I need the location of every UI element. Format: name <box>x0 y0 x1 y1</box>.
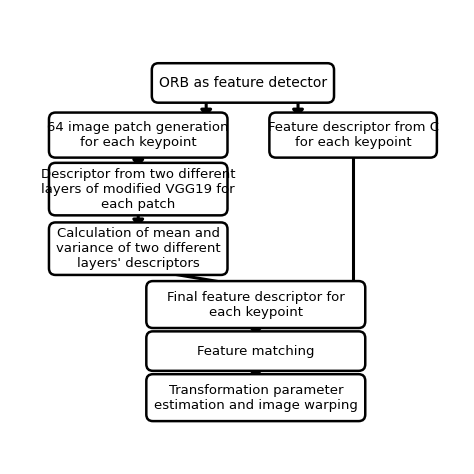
FancyBboxPatch shape <box>146 331 365 371</box>
Text: Descriptor from two different
layers of modified VGG19 for
each patch: Descriptor from two different layers of … <box>41 168 236 210</box>
FancyBboxPatch shape <box>49 163 228 215</box>
Text: 64 image patch generation
for each keypoint: 64 image patch generation for each keypo… <box>47 121 229 149</box>
Text: Calculation of mean and
variance of two different
layers' descriptors: Calculation of mean and variance of two … <box>56 227 220 270</box>
FancyBboxPatch shape <box>49 112 228 158</box>
Text: Transformation parameter
estimation and image warping: Transformation parameter estimation and … <box>154 383 358 411</box>
Text: Feature descriptor from C
for each keypoint: Feature descriptor from C for each keypo… <box>268 121 438 149</box>
FancyBboxPatch shape <box>146 281 365 328</box>
Text: ORB as feature detector: ORB as feature detector <box>159 76 327 90</box>
FancyBboxPatch shape <box>269 112 437 158</box>
FancyBboxPatch shape <box>146 374 365 421</box>
Text: Final feature descriptor for
each keypoint: Final feature descriptor for each keypoi… <box>167 291 345 319</box>
FancyBboxPatch shape <box>152 63 334 103</box>
FancyBboxPatch shape <box>49 222 228 275</box>
Text: Feature matching: Feature matching <box>197 345 315 357</box>
